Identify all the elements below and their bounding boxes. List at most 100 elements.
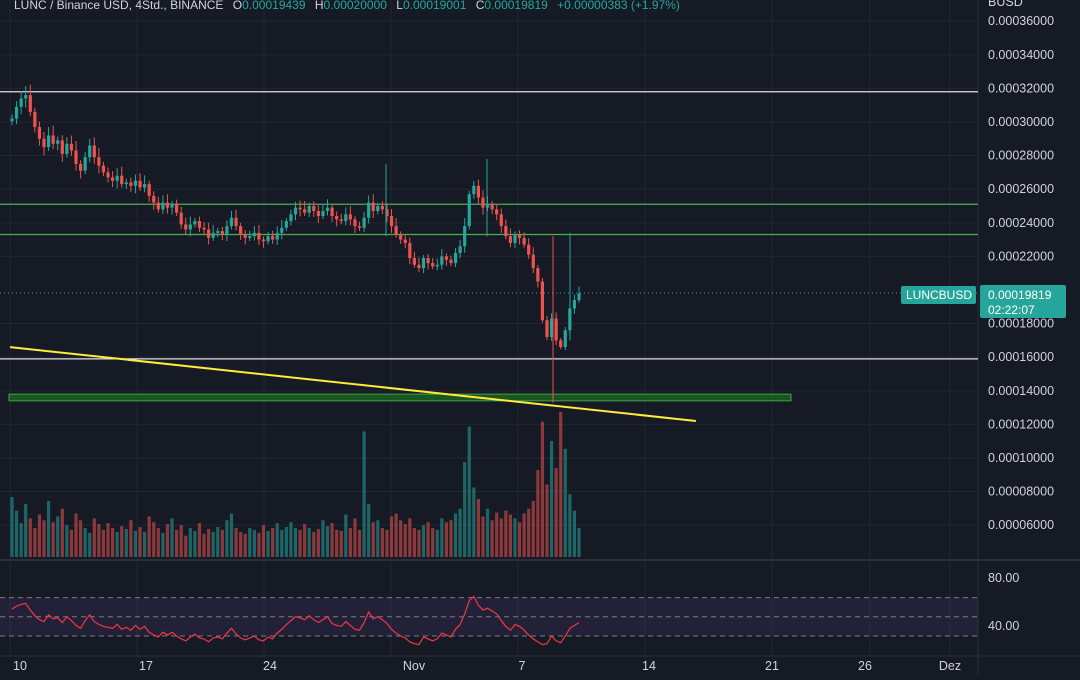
change-value: +0.00000383 (+1.97%)	[557, 0, 680, 12]
price-tick-label: 0.00034000	[988, 48, 1054, 62]
volume-bar	[51, 522, 55, 557]
close-value: 0.00019819	[484, 0, 548, 12]
candle-body	[129, 182, 133, 186]
volume-bar	[284, 527, 288, 557]
candle-body	[46, 135, 51, 148]
volume-bar	[303, 524, 307, 557]
candle-body	[453, 252, 458, 264]
price-tick-label: 0.00032000	[988, 81, 1054, 95]
support-zone[interactable]	[8, 393, 792, 402]
candle-body	[261, 239, 266, 242]
volume-bar	[188, 528, 192, 557]
last-price-value: 0.00019819	[988, 288, 1052, 302]
candle-body	[271, 236, 275, 240]
volume-bar	[239, 531, 243, 557]
candle-body	[426, 258, 430, 264]
volume-bar	[252, 529, 256, 557]
volume-bar	[435, 529, 439, 557]
candle-body	[10, 118, 14, 122]
volume-bar	[60, 508, 64, 557]
candle-body	[545, 320, 549, 337]
close-label: C	[475, 0, 485, 12]
volume-bar	[133, 530, 138, 557]
candle-body	[362, 217, 366, 228]
candle-body	[412, 258, 416, 265]
price-tick-label: 0.00036000	[988, 14, 1054, 28]
date-tick-label: Dez	[939, 659, 961, 673]
volume-bar	[69, 529, 74, 557]
volume-bar	[380, 528, 384, 557]
candle-body	[88, 145, 92, 158]
volume-bar	[78, 520, 83, 557]
volume-bar	[193, 530, 197, 557]
volume-bar	[179, 525, 183, 557]
candle-body	[344, 214, 348, 222]
volume-bar	[540, 421, 545, 557]
candle-body	[357, 226, 362, 228]
candle-body	[124, 182, 128, 185]
volume-bar	[220, 529, 224, 557]
candle-body	[19, 98, 23, 107]
candle-body	[37, 126, 42, 139]
volume-bar	[280, 529, 284, 557]
volume-layer	[10, 412, 581, 557]
candle-body	[367, 202, 371, 218]
volume-bar	[298, 529, 302, 557]
candle-body	[316, 210, 320, 217]
price-tick-label: 0.00012000	[988, 417, 1054, 431]
volume-bar	[24, 503, 28, 557]
candle-body	[435, 264, 439, 267]
volume-bar	[545, 484, 549, 557]
candle-body	[444, 256, 448, 260]
candle-body	[572, 300, 577, 309]
candle-body	[60, 140, 64, 154]
volume-bar	[56, 516, 60, 557]
candle-body	[289, 214, 293, 222]
volume-bar	[10, 497, 14, 557]
volume-bar	[248, 528, 252, 557]
price-tick-label: 0.00018000	[988, 317, 1054, 331]
candle-body	[97, 157, 101, 166]
price-tick-label: 0.00030000	[988, 115, 1054, 129]
symbol-badge-label: LUNCBUSD	[906, 288, 972, 302]
volume-bar	[389, 516, 394, 557]
candle-body	[106, 172, 110, 178]
trendline[interactable]	[9, 346, 697, 422]
volume-bar	[472, 487, 476, 557]
candle-body	[143, 184, 147, 188]
candle-body	[78, 163, 83, 171]
candle-body	[339, 219, 343, 222]
volume-bar	[577, 528, 581, 557]
volume-bar	[481, 516, 485, 557]
volume-bar	[513, 518, 517, 557]
candle-body	[92, 145, 96, 158]
candle-body	[220, 231, 224, 235]
volume-bar	[307, 528, 311, 557]
volume-bar	[293, 528, 298, 557]
volume-bar	[19, 523, 23, 557]
candle-body	[229, 217, 234, 227]
volume-bar	[353, 518, 357, 557]
candle-body	[225, 226, 229, 235]
candle-body	[133, 180, 138, 186]
candle-body	[394, 226, 398, 235]
candle-body	[563, 330, 567, 348]
candle-body	[554, 318, 558, 341]
volume-bar	[184, 535, 188, 557]
date-tick-label: 21	[765, 659, 779, 673]
candle-body	[179, 212, 183, 225]
low-label: L	[396, 0, 403, 12]
volume-bar	[412, 528, 416, 557]
candle-body	[207, 229, 211, 238]
candle-body	[440, 256, 444, 265]
date-tick-label: 17	[139, 659, 153, 673]
volume-bar	[138, 527, 142, 557]
axis-layer: BUSD 0.00036000 0.00034000 0.00032000 0.0003…	[13, 0, 1066, 673]
candle-body	[216, 231, 220, 233]
volume-bar	[408, 518, 412, 557]
low-value: 0.00019001	[402, 0, 467, 12]
volume-bar	[440, 518, 444, 557]
candle-body	[197, 221, 202, 228]
